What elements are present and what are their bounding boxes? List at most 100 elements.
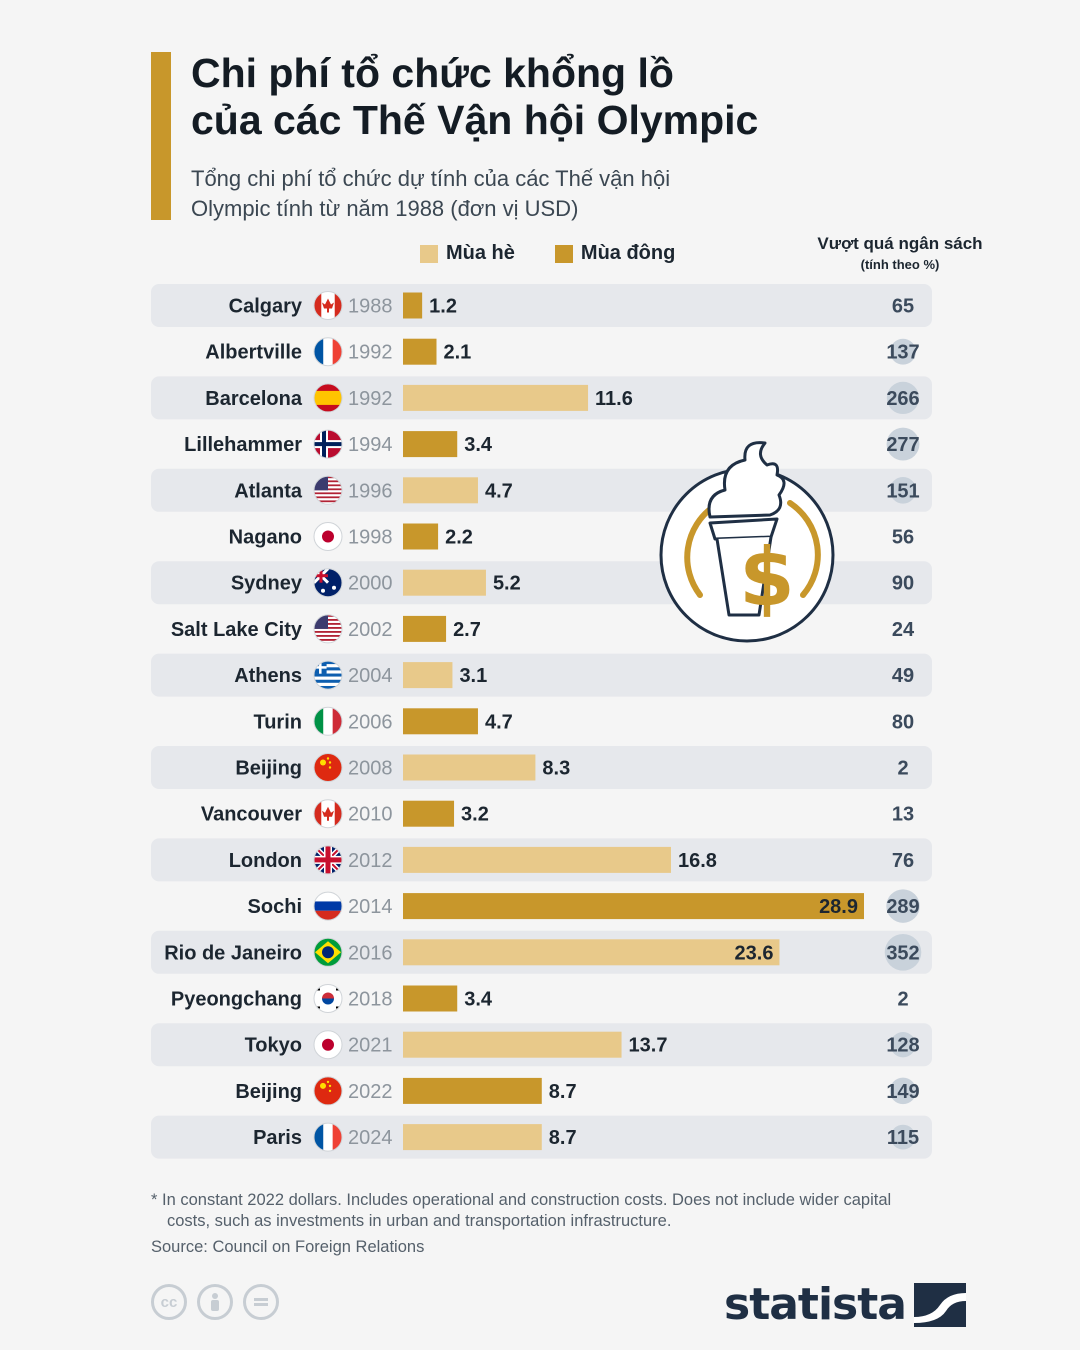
overbudget-value: 49: [892, 665, 914, 687]
value-label: 23.6: [735, 942, 774, 964]
value-label: 5.2: [493, 573, 521, 595]
overbudget-value: 277: [886, 434, 919, 456]
value-label: 4.7: [485, 480, 513, 502]
flag-gr-icon: [313, 660, 343, 690]
city-label: Barcelona: [205, 388, 303, 410]
value-label: 3.4: [464, 989, 493, 1011]
legend-winter: Mùa đông: [554, 242, 675, 265]
statista-logo[interactable]: statista: [724, 1279, 966, 1330]
overbudget-bubble: [884, 934, 922, 971]
flag-us-icon: [313, 475, 343, 505]
value-label: 11.6: [595, 388, 633, 410]
overbudget-value: 128: [886, 1035, 919, 1057]
license-icons: cc: [151, 1284, 279, 1320]
overbudget-bubble: [890, 1032, 916, 1058]
overbudget-value: 76: [892, 850, 914, 872]
year-label: 2014: [348, 896, 393, 918]
bar-winter: [403, 431, 458, 458]
flag-br-icon: [313, 937, 343, 967]
bar-winter: [403, 523, 439, 550]
overbudget-value: 137: [886, 342, 919, 364]
bar-winter: [403, 615, 447, 642]
value-label: 2.1: [443, 342, 471, 364]
city-label: Sochi: [248, 896, 302, 918]
city-label: Salt Lake City: [171, 619, 303, 641]
value-label: 4.7: [485, 711, 513, 733]
overbudget-header-title: Vượt quá ngân sách: [817, 234, 983, 253]
value-label: 16.8: [678, 850, 717, 872]
value-label: 8.7: [549, 1081, 577, 1103]
year-label: 2002: [348, 619, 393, 641]
overbudget-value: 24: [892, 619, 915, 641]
flag-no-icon: [313, 429, 343, 459]
year-label: 2008: [348, 758, 393, 780]
overbudget-bubble: [886, 381, 920, 415]
overbudget-value: 266: [886, 388, 919, 410]
bar-summer: [403, 1031, 622, 1058]
cc-icon[interactable]: cc: [151, 1284, 187, 1320]
city-label: Pyeongchang: [171, 989, 302, 1011]
overbudget-bubble: [890, 338, 916, 365]
value-label: 8.7: [549, 1127, 577, 1149]
row-background: [151, 653, 932, 697]
overbudget-value: 151: [886, 480, 919, 502]
value-label: 8.3: [542, 758, 570, 780]
footnote: * In constant 2022 dollars. Includes ope…: [151, 1190, 931, 1232]
flag-fr-icon: [313, 1122, 343, 1152]
year-label: 1998: [348, 527, 393, 549]
overbudget-value: 80: [892, 711, 914, 733]
overbudget-value: 13: [892, 804, 914, 826]
year-label: 2021: [348, 1035, 393, 1057]
city-label: Sydney: [231, 573, 303, 595]
overbudget-bubble: [890, 1124, 916, 1150]
year-label: 2016: [348, 942, 393, 964]
overbudget-header-unit: (tính theo %): [860, 257, 940, 272]
overbudget-bubble: [886, 889, 920, 923]
bar-winter: [403, 292, 423, 319]
value-label: 3.1: [459, 665, 487, 687]
flag-es-icon: [313, 383, 343, 413]
flag-ca-icon: [313, 799, 343, 829]
chart-title: Chi phí tổ chức khổng lồ của các Thế Vận…: [191, 50, 759, 143]
year-label: 1994: [348, 434, 393, 456]
overbudget-bubble: [889, 1077, 917, 1105]
flag-jp-icon: [313, 522, 343, 551]
overbudget-value: 90: [892, 573, 914, 595]
bar-summer: [403, 846, 671, 873]
year-label: 2024: [348, 1127, 393, 1149]
legend-winter-swatch: [554, 244, 573, 263]
year-label: 2004: [348, 665, 393, 687]
city-label: Tokyo: [245, 1035, 302, 1057]
overbudget-value: 289: [886, 896, 919, 918]
person-icon[interactable]: [197, 1284, 233, 1320]
flag-it-icon: [313, 706, 343, 736]
bar-summer: [403, 662, 453, 689]
flag-ru-icon: [313, 891, 343, 921]
value-label: 1.2: [429, 296, 457, 318]
year-label: 1996: [348, 480, 393, 502]
row-background: [151, 746, 932, 789]
year-label: 2018: [348, 989, 393, 1011]
bar-winter: [403, 800, 455, 827]
chart-subtitle: Tổng chi phí tổ chức dự tính của các Thế…: [191, 166, 671, 221]
bar-summer: [403, 939, 780, 966]
city-label: Rio de Janeiro: [164, 942, 302, 964]
overbudget-value: 65: [892, 296, 914, 318]
year-label: 2010: [348, 804, 393, 826]
svg-text:$: $: [739, 531, 795, 624]
city-label: Athens: [234, 665, 302, 687]
overbudget-value: 56: [892, 527, 914, 549]
bar-winter: [403, 708, 478, 735]
city-label: Beijing: [235, 1081, 302, 1103]
equals-icon[interactable]: [243, 1284, 279, 1320]
overbudget-header: Vượt quá ngân sách (tính theo %): [800, 234, 1000, 272]
bar-summer: [403, 1124, 542, 1151]
value-label: 2.2: [445, 527, 473, 549]
year-label: 2006: [348, 711, 393, 733]
year-label: 1992: [348, 388, 393, 410]
bar-summer: [403, 754, 536, 781]
flag-cn-icon: [313, 1076, 343, 1106]
bar-summer: [403, 384, 589, 411]
city-label: Turin: [253, 711, 302, 733]
